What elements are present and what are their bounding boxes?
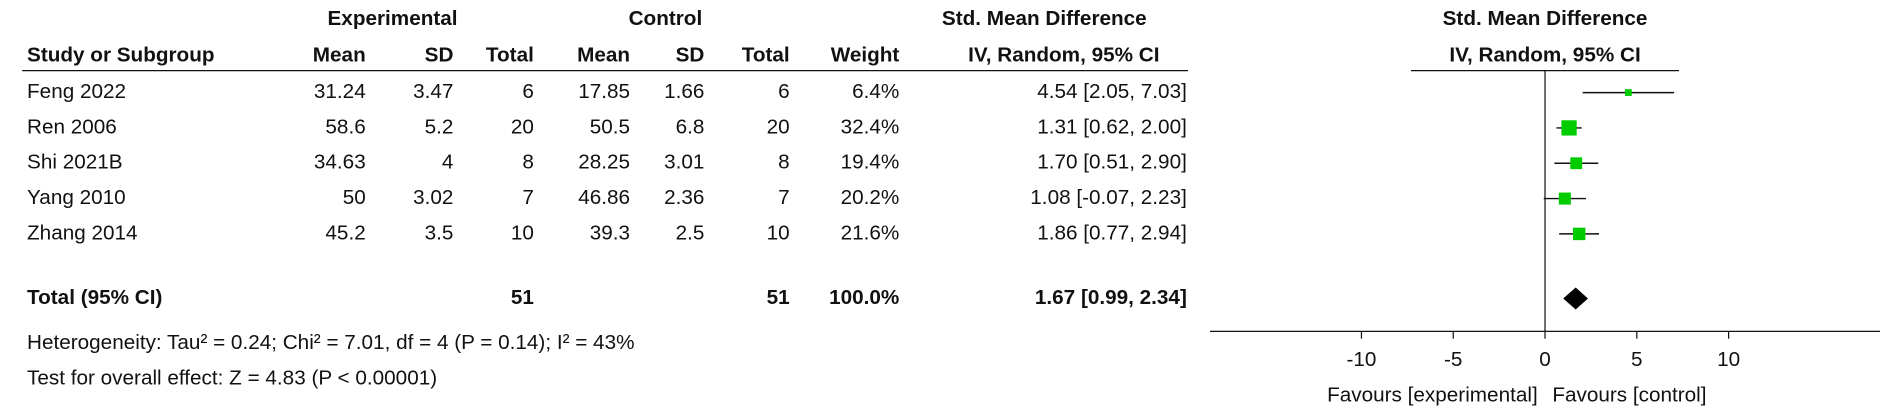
heterogeneity: Heterogeneity: Tau² = 0.24; Chi² = 7.01,… (27, 331, 634, 354)
table-cell: 3.47 (413, 80, 453, 103)
group-header: Experimental (328, 7, 458, 30)
table-cell: 1.86 [0.77, 2.94] (1037, 221, 1187, 244)
total-cell: 1.67 [0.99, 2.34] (1035, 286, 1187, 309)
table-cell: 20 (767, 115, 790, 138)
table-cell: 6 (522, 80, 534, 103)
column-header: Total (742, 44, 790, 67)
table-cell: 10 (511, 221, 534, 244)
total-cell: Total (95% CI) (27, 286, 162, 309)
table-cell: 17.85 (578, 80, 630, 103)
estimate-marker (1558, 192, 1571, 205)
total-cell: 51 (767, 286, 790, 309)
table-cell: 3.5 (425, 221, 454, 244)
table-cell: 46.86 (578, 186, 630, 209)
table-cell: Zhang 2014 (27, 221, 138, 244)
x-label-right: Favours [control] (1552, 383, 1706, 406)
column-header: Mean (577, 44, 630, 67)
table-cell: 8 (778, 151, 790, 174)
overall-effect: Test for overall effect: Z = 4.83 (P < 0… (27, 366, 437, 389)
column-header: SD (425, 44, 454, 67)
group-header: Control (629, 7, 703, 30)
column-header: Total (486, 44, 534, 67)
table-cell: 58.6 (325, 115, 365, 138)
column-header: Study or Subgroup (27, 44, 214, 67)
column-header: IV, Random, 95% CI (968, 44, 1159, 67)
table-cell: Ren 2006 (27, 115, 117, 138)
table-cell: 1.31 [0.62, 2.00] (1037, 115, 1187, 138)
total-cell: 51 (511, 286, 534, 309)
table-cell: 32.4% (841, 115, 900, 138)
group-header: Std. Mean Difference (942, 7, 1147, 30)
table-cell: 2.36 (664, 186, 704, 209)
table-cell: 1.08 [-0.07, 2.23] (1030, 186, 1187, 209)
table-cell: 1.70 [0.51, 2.90] (1037, 151, 1187, 174)
table-cell: 20.2% (841, 186, 900, 209)
table-cell: Yang 2010 (27, 186, 126, 209)
estimate-marker (1624, 89, 1632, 96)
table-cell: 4 (442, 151, 454, 174)
table-cell: 10 (767, 221, 790, 244)
table-cell: 6.8 (676, 115, 705, 138)
table-cell: 31.24 (314, 80, 366, 103)
column-header: SD (676, 44, 705, 67)
estimate-marker (1570, 157, 1583, 170)
table-cell: Shi 2021B (27, 151, 123, 174)
chart-title: Std. Mean Difference (1443, 7, 1648, 30)
table-cell: 6 (778, 80, 790, 103)
table-cell: 3.01 (664, 151, 704, 174)
x-tick-label: -5 (1444, 348, 1462, 371)
table-cell: 5.2 (425, 115, 454, 138)
column-header: Mean (313, 44, 366, 67)
table-cell: 45.2 (325, 221, 365, 244)
table-cell: 28.25 (578, 151, 630, 174)
table-cell: 2.5 (676, 221, 705, 244)
x-tick-label: 5 (1631, 348, 1643, 371)
x-label-left: Favours [experimental] (1327, 383, 1538, 406)
chart-subtitle: IV, Random, 95% CI (1449, 44, 1640, 67)
x-tick-label: -10 (1346, 348, 1376, 371)
table-cell: 3.02 (413, 186, 453, 209)
pooled-diamond (1563, 287, 1588, 310)
table-cell: 8 (522, 151, 534, 174)
column-header: Weight (831, 44, 900, 67)
table-cell: 4.54 [2.05, 7.03] (1037, 80, 1187, 103)
table-cell: 1.66 (664, 80, 704, 103)
table-cell: 20 (511, 115, 534, 138)
estimate-marker (1561, 120, 1577, 136)
table-cell: 34.63 (314, 151, 366, 174)
table-cell: 39.3 (590, 221, 630, 244)
estimate-marker (1572, 227, 1586, 241)
x-tick-label: 10 (1717, 348, 1740, 371)
x-tick-label: 0 (1539, 348, 1551, 371)
table-cell: 50 (343, 186, 366, 209)
total-cell: 100.0% (829, 286, 899, 309)
table-cell: 7 (522, 186, 534, 209)
table-cell: 19.4% (841, 151, 900, 174)
table-cell: 21.6% (841, 221, 900, 244)
table-cell: Feng 2022 (27, 80, 126, 103)
table-cell: 6.4% (852, 80, 899, 103)
table-cell: 50.5 (590, 115, 630, 138)
table-cell: 7 (778, 186, 790, 209)
